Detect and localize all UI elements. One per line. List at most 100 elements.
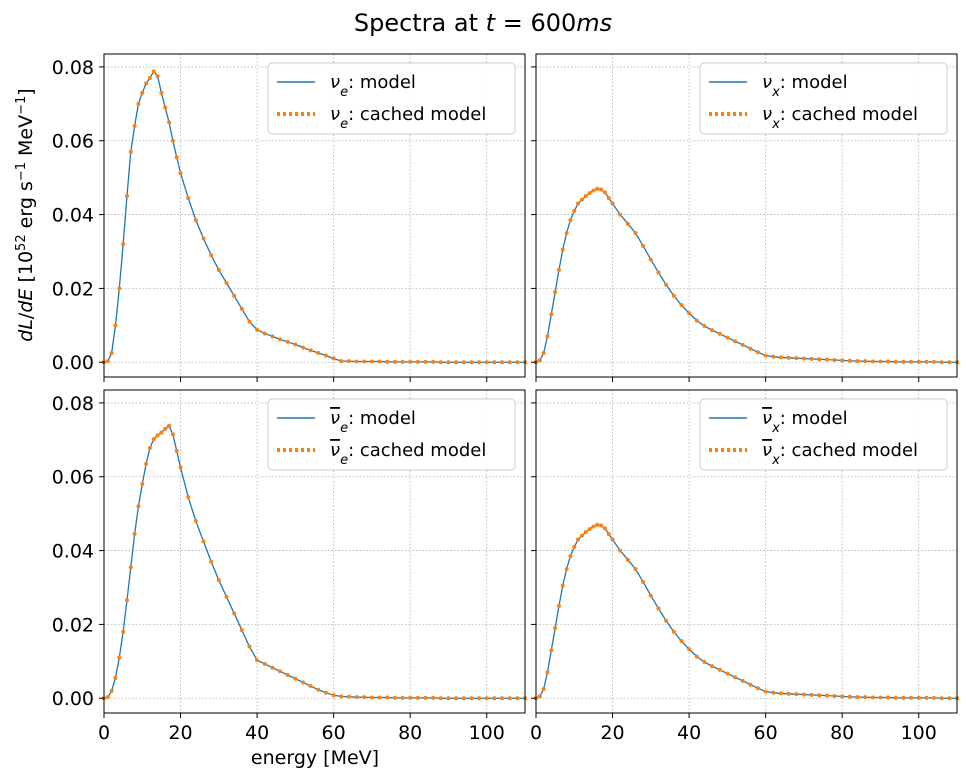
cached-point (255, 658, 260, 663)
cached-point (602, 190, 607, 195)
cached-point (618, 548, 623, 553)
cached-point (560, 583, 565, 588)
cached-point (679, 639, 684, 644)
cached-point (606, 195, 611, 200)
cached-point (809, 692, 814, 697)
cached-point (545, 670, 550, 675)
y-tick-label: 0.00 (52, 688, 94, 710)
cached-point (369, 695, 374, 700)
cached-point (560, 247, 565, 252)
cached-point (216, 578, 221, 583)
cached-point (549, 312, 554, 317)
cached-point (583, 530, 588, 535)
cached-point (599, 187, 604, 192)
cached-point (870, 359, 875, 364)
series-cached-points (102, 69, 527, 365)
cached-point (702, 324, 707, 329)
cached-point (354, 695, 359, 700)
legend-box (267, 398, 516, 471)
cached-point (136, 504, 141, 509)
cached-point (809, 356, 814, 361)
cached-point (641, 579, 646, 584)
cached-point (431, 695, 436, 700)
cached-point (377, 359, 382, 364)
cached-point (794, 356, 799, 361)
cached-point (740, 342, 745, 347)
cached-point (553, 626, 558, 631)
cached-point (140, 482, 145, 487)
cached-point (232, 611, 237, 616)
cached-point (824, 693, 829, 698)
cached-point (901, 359, 906, 364)
x-axis-label: energy [MeV] (251, 747, 379, 769)
cached-point (201, 539, 206, 544)
cached-point (664, 282, 669, 287)
cached-point (610, 537, 615, 542)
cached-point (408, 695, 413, 700)
cached-point (339, 694, 344, 699)
cached-point (431, 359, 436, 364)
cached-point (316, 687, 321, 692)
legend-box (267, 62, 516, 135)
cached-point (239, 627, 244, 632)
cached-point (710, 664, 715, 669)
cached-point (591, 524, 596, 529)
cached-point (947, 360, 952, 365)
cached-point (392, 359, 397, 364)
chart-title: Spectra at t = 600ms (354, 9, 612, 37)
cached-point (159, 430, 164, 435)
cached-point (725, 671, 730, 676)
cached-point (801, 692, 806, 697)
cached-point (174, 448, 179, 453)
cached-point (109, 351, 114, 356)
cached-point (262, 331, 267, 336)
cached-point (817, 357, 822, 362)
cached-point (606, 531, 611, 536)
cached-point (170, 432, 175, 437)
cached-point (556, 603, 561, 608)
cached-point (541, 351, 546, 356)
panel-frame (103, 53, 526, 378)
cached-point (400, 695, 405, 700)
cached-point (771, 354, 776, 359)
cached-point (209, 253, 214, 258)
cached-point (641, 243, 646, 248)
cached-point (128, 565, 133, 570)
cached-point (477, 360, 482, 365)
cached-point (255, 327, 260, 332)
cached-point (469, 696, 474, 701)
cached-point (595, 186, 600, 191)
cached-point (323, 353, 328, 358)
cached-point (438, 360, 443, 365)
legend-entry: νx: model (762, 408, 848, 436)
cached-point (339, 359, 344, 364)
cached-point (633, 231, 638, 236)
x-tick-label: 60 (322, 722, 346, 744)
legend: νx: model νx: cached model (699, 398, 948, 471)
cached-point (870, 695, 875, 700)
x-tick-label: 80 (398, 722, 422, 744)
cached-point (155, 74, 160, 79)
cached-point (916, 359, 921, 364)
cached-point (408, 359, 413, 364)
cached-point (694, 318, 699, 323)
legend-box (699, 62, 948, 135)
cached-point (794, 692, 799, 697)
cached-point (186, 495, 191, 500)
y-tick-label: 0.00 (52, 352, 94, 374)
cached-point (549, 648, 554, 653)
cached-point (863, 695, 868, 700)
y-tick-label: 0.02 (52, 614, 94, 636)
cached-point (147, 445, 152, 450)
cached-point (909, 359, 914, 364)
cached-point (385, 695, 390, 700)
cached-point (144, 81, 149, 86)
cached-point (824, 357, 829, 362)
cached-point (136, 101, 141, 106)
cached-point (147, 75, 152, 80)
cached-point (278, 337, 283, 342)
cached-point (733, 339, 738, 344)
cached-point (331, 356, 336, 361)
cached-point (415, 359, 420, 364)
y-axis-label: dL/dE [1052 erg s−1 MeV−1] (14, 88, 38, 341)
